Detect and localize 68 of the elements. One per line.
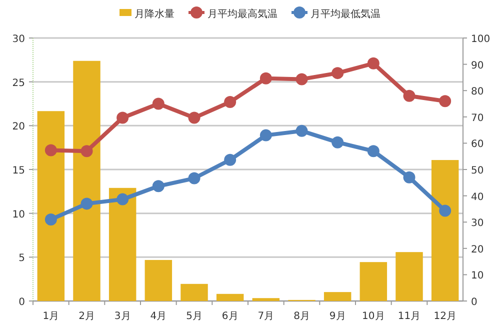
y2-tick-label: 100 [471, 34, 490, 45]
x-tick-label: 6月 [222, 311, 238, 322]
point [80, 198, 93, 210]
bar [396, 252, 423, 301]
x-tick-label: 2月 [78, 311, 95, 322]
point [403, 171, 416, 184]
bar [73, 60, 100, 301]
y2-tick-label: 60 [471, 139, 484, 150]
y2-tick-label: 10 [471, 270, 484, 282]
point [439, 95, 452, 108]
y-tick-label: 10 [12, 209, 25, 220]
y-tick-label: 30 [12, 34, 25, 45]
y-tick-label: 20 [12, 122, 25, 133]
y-tick-label: 15 [12, 166, 25, 176]
bar [180, 284, 208, 301]
x-tick-label: 12月 [434, 311, 456, 322]
x-tick-label: 10月 [362, 311, 385, 322]
x-tick-label: 3月 [114, 311, 131, 322]
bar [108, 188, 136, 301]
y2-tick-label: 40 [471, 192, 484, 203]
point [367, 57, 380, 70]
point [188, 172, 200, 184]
point [296, 124, 308, 137]
point [80, 145, 93, 158]
point [260, 72, 272, 84]
x-tick-label: 9月 [329, 311, 346, 322]
bar [252, 298, 280, 301]
point [44, 144, 57, 156]
point [152, 180, 164, 192]
x-tick-label: 8月 [294, 311, 310, 322]
x-tick-label: 5月 [186, 311, 202, 322]
point [152, 98, 164, 110]
bar [144, 260, 172, 301]
point [439, 204, 452, 217]
x-tick-label: 1月 [42, 311, 60, 322]
point [403, 90, 416, 102]
y-tick-label: 0 [18, 297, 25, 308]
point [367, 145, 380, 158]
point [332, 67, 344, 80]
y-tick-label: 5 [18, 253, 25, 264]
y2-tick-label: 0 [471, 297, 478, 308]
y2-tick-label: 70 [471, 112, 484, 124]
point [116, 193, 129, 206]
point [260, 129, 272, 142]
point [116, 112, 129, 124]
bar [324, 292, 352, 301]
point [332, 136, 344, 148]
y2-tick-label: 30 [471, 218, 484, 230]
point [188, 112, 200, 124]
y2-tick-label: 20 [471, 244, 484, 256]
point [224, 96, 236, 108]
x-tick-label: 11月 [398, 311, 421, 322]
legend-label: 月平均最低気温 [310, 8, 380, 20]
legend-label: 月平均最高気温 [208, 8, 278, 20]
y-tick-label: 25 [12, 78, 25, 89]
point [296, 73, 308, 86]
y2-tick-label: 80 [471, 86, 484, 98]
legend-label: 月降水量 [134, 8, 174, 20]
bar [216, 294, 244, 301]
bar [360, 262, 388, 301]
bar [431, 160, 459, 301]
bar [37, 111, 65, 301]
point [44, 213, 57, 226]
y2-tick-label: 50 [471, 166, 484, 176]
point [224, 154, 236, 166]
x-tick-label: 7月 [258, 311, 274, 322]
y2-tick-label: 90 [471, 60, 484, 72]
x-tick-label: 4月 [150, 311, 167, 322]
